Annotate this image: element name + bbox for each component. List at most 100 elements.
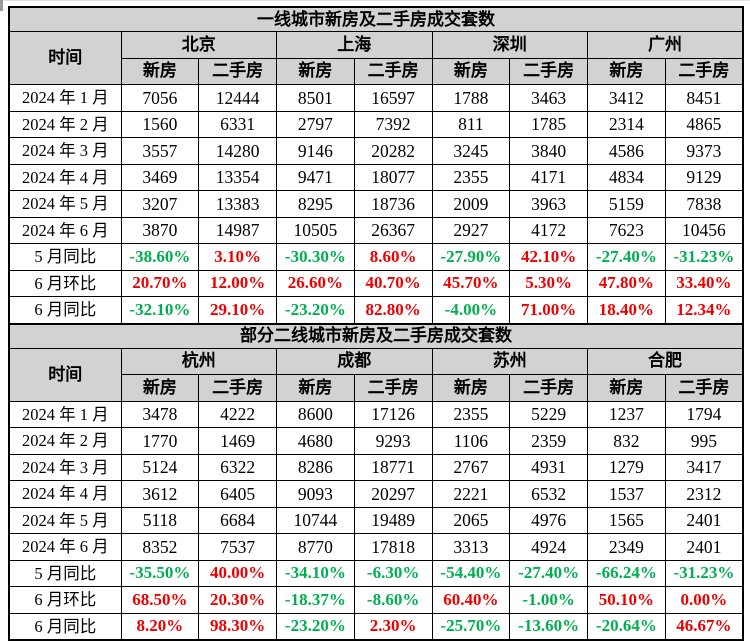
value-cell: 26367 — [354, 217, 432, 244]
value-cell: 3870 — [121, 217, 199, 244]
value-cell: 3557 — [121, 138, 199, 165]
subcol-header-new: 新房 — [588, 58, 666, 85]
value-cell: 7623 — [588, 217, 666, 244]
value-cell: 14987 — [199, 217, 277, 244]
value-cell: 6331 — [199, 111, 277, 138]
percent-cell: 12.00% — [199, 270, 277, 297]
value-cell: 6684 — [199, 507, 277, 534]
tier2-table: 部分二线城市新房及二手房成交套数时间杭州成都苏州合肥新房二手房新房二手房新房二手… — [8, 323, 744, 641]
percent-cell: 29.10% — [199, 297, 277, 324]
value-cell: 4834 — [588, 164, 666, 191]
row-label: 6 月同比 — [9, 297, 121, 324]
row-label: 2024 年 4 月 — [9, 481, 121, 508]
percent-cell: 20.70% — [121, 270, 199, 297]
value-cell: 2401 — [665, 534, 743, 561]
value-cell: 6532 — [510, 481, 588, 508]
city-header-1: 杭州 — [121, 348, 277, 375]
percent-cell: -31.23% — [665, 244, 743, 271]
value-cell: 20297 — [354, 481, 432, 508]
row-label: 5 月同比 — [9, 560, 121, 587]
value-cell: 4865 — [665, 111, 743, 138]
percent-cell: 8.60% — [354, 244, 432, 271]
value-cell: 6322 — [199, 454, 277, 481]
corner-notch-artifact — [0, 0, 3, 11]
value-cell: 8600 — [277, 401, 355, 428]
value-cell: 17126 — [354, 401, 432, 428]
value-cell: 2221 — [432, 481, 510, 508]
value-cell: 1785 — [510, 111, 588, 138]
value-cell: 9293 — [354, 428, 432, 455]
value-cell: 2009 — [432, 191, 510, 218]
value-cell: 2797 — [277, 111, 355, 138]
value-cell: 12444 — [199, 85, 277, 112]
percent-cell: 47.80% — [588, 270, 666, 297]
value-cell: 2355 — [432, 164, 510, 191]
percent-cell: 60.40% — [432, 587, 510, 614]
value-cell: 2359 — [510, 428, 588, 455]
percent-cell: 68.50% — [121, 587, 199, 614]
percent-cell: -27.40% — [588, 244, 666, 271]
row-label: 2024 年 5 月 — [9, 191, 121, 218]
percent-cell: -6.30% — [354, 560, 432, 587]
city-header-3: 苏州 — [432, 348, 588, 375]
percent-row: 6 月同比-32.10%29.10%-23.20%82.80%-4.00%71.… — [9, 297, 743, 324]
subcol-header-used: 二手房 — [354, 375, 432, 402]
percent-cell: 42.10% — [510, 244, 588, 271]
value-cell: 1560 — [121, 111, 199, 138]
percent-cell: -1.00% — [510, 587, 588, 614]
value-cell: 13383 — [199, 191, 277, 218]
value-cell: 4976 — [510, 507, 588, 534]
percent-cell: -20.64% — [588, 613, 666, 640]
percent-cell: 2.30% — [354, 613, 432, 640]
value-cell: 1106 — [432, 428, 510, 455]
percent-row: 5 月同比-38.60%3.10%-30.30%8.60%-27.90%42.1… — [9, 244, 743, 271]
percent-row: 5 月同比-35.50%40.00%-34.10%-6.30%-54.40%-2… — [9, 560, 743, 587]
city-header-1: 北京 — [121, 32, 277, 59]
row-label: 2024 年 2 月 — [9, 428, 121, 455]
row-label: 2024 年 2 月 — [9, 111, 121, 138]
row-label: 6 月环比 — [9, 270, 121, 297]
value-cell: 2065 — [432, 507, 510, 534]
value-cell: 6405 — [199, 481, 277, 508]
value-cell: 7392 — [354, 111, 432, 138]
value-cell: 9093 — [277, 481, 355, 508]
percent-cell: -27.90% — [432, 244, 510, 271]
city-header-3: 深圳 — [432, 32, 588, 59]
value-cell: 1565 — [588, 507, 666, 534]
value-cell: 13354 — [199, 164, 277, 191]
percent-cell: 3.10% — [199, 244, 277, 271]
value-cell: 8770 — [277, 534, 355, 561]
row-label: 2024 年 6 月 — [9, 217, 121, 244]
top-edge-artifact — [0, 0, 750, 1]
title-row: 一线城市新房及二手房成交套数 — [9, 7, 743, 32]
value-cell: 10456 — [665, 217, 743, 244]
row-label: 2024 年 6 月 — [9, 534, 121, 561]
value-cell: 3207 — [121, 191, 199, 218]
row-label: 6 月环比 — [9, 587, 121, 614]
city-header-2: 成都 — [277, 348, 433, 375]
value-cell: 3417 — [665, 454, 743, 481]
value-cell: 9373 — [665, 138, 743, 165]
value-cell: 2927 — [432, 217, 510, 244]
value-cell: 4680 — [277, 428, 355, 455]
percent-cell: -34.10% — [277, 560, 355, 587]
value-cell: 1794 — [665, 401, 743, 428]
percent-cell: -35.50% — [121, 560, 199, 587]
row-label: 6 月同比 — [9, 613, 121, 640]
value-cell: 4171 — [510, 164, 588, 191]
subcol-header-new: 新房 — [277, 58, 355, 85]
value-cell: 4931 — [510, 454, 588, 481]
subcol-header-new: 新房 — [121, 58, 199, 85]
value-cell: 1237 — [588, 401, 666, 428]
value-cell: 8451 — [665, 85, 743, 112]
percent-cell: 8.20% — [121, 613, 199, 640]
value-cell: 9146 — [277, 138, 355, 165]
